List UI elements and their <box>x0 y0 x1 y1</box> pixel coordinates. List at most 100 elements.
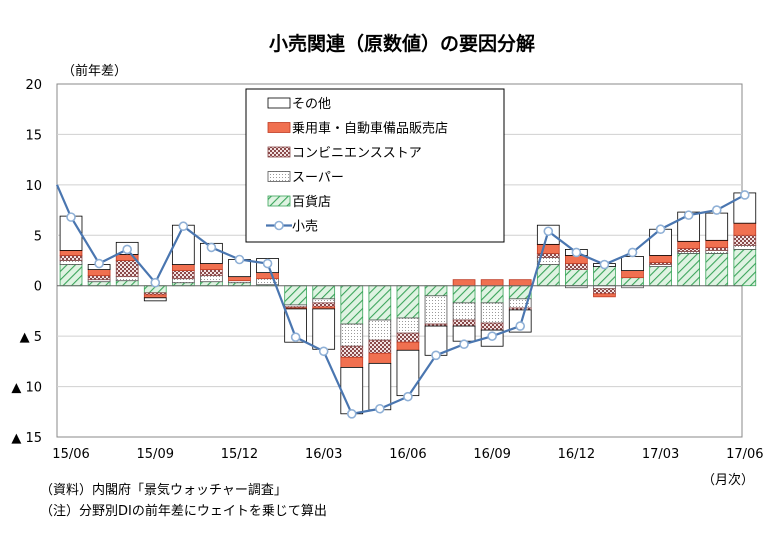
bar-department-store <box>368 285 392 321</box>
x-tick-label: 16/12 <box>558 447 595 462</box>
retail-point <box>375 403 385 414</box>
bar-department-store <box>677 253 701 287</box>
retail-point <box>515 321 526 331</box>
retail-point <box>66 212 76 222</box>
bar-auto-dealer <box>59 250 83 256</box>
x-axis-unit: （月次） <box>702 472 754 488</box>
bar-supermarket <box>200 275 223 283</box>
bar-supermarket <box>115 276 139 282</box>
bar-convenience-store <box>593 288 616 295</box>
bar-supermarket <box>340 323 364 347</box>
retail-point <box>150 277 161 288</box>
bar-auto-dealer <box>256 272 279 280</box>
bar-auto-dealer <box>480 279 504 287</box>
x-tick-label: 17/06 <box>726 447 763 462</box>
y-tick-label: ▲ 15 <box>11 431 42 446</box>
bar-department-store <box>621 277 644 287</box>
bar-auto-dealer <box>200 263 223 270</box>
bar-auto-dealer <box>508 279 532 287</box>
bar-other <box>508 309 532 333</box>
y-tick-label: 5 <box>34 229 42 244</box>
retail-point <box>459 339 469 350</box>
bar-supermarket <box>705 250 729 254</box>
bar-other <box>368 362 392 411</box>
bar-convenience-store <box>87 275 111 281</box>
source-note: （資料）内閣府「景気ウォッチャー調査」 <box>40 483 287 498</box>
retail-point <box>740 190 750 200</box>
legend-label: スーパー <box>292 171 344 186</box>
y-axis-label: （前年差） <box>62 63 127 79</box>
bar-department-store <box>115 280 139 287</box>
bar-department-store <box>705 253 729 287</box>
y-tick-label: 10 <box>25 179 42 194</box>
bar-convenience-store <box>705 246 729 251</box>
y-tick-label: ▲ 10 <box>11 381 42 396</box>
bar-auto-dealer <box>677 240 701 249</box>
bar-department-store <box>452 285 476 304</box>
legend-swatch-marker <box>274 220 284 231</box>
bar-other <box>340 367 364 415</box>
bar-other <box>396 349 420 397</box>
retail-point <box>234 254 245 265</box>
bar-auto-dealer <box>143 294 167 299</box>
bar-other <box>312 308 336 350</box>
bar-auto-dealer <box>87 269 111 277</box>
legend-label: 百貨店 <box>292 194 331 210</box>
bar-auto-dealer <box>649 255 672 263</box>
bar-department-store <box>396 285 420 319</box>
chart-title: 小売関連（原数値）の要因分解 <box>269 32 535 55</box>
legend-label: その他 <box>292 97 331 112</box>
bar-supermarket <box>733 244 757 250</box>
bar-department-store <box>87 281 111 287</box>
retail-point <box>290 332 301 342</box>
bar-department-store <box>59 264 83 287</box>
legend-swatch-convenience-store <box>267 146 291 158</box>
x-tick-label: 16/09 <box>473 447 510 462</box>
bar-department-store <box>536 264 560 287</box>
retail-line-path <box>55 184 746 416</box>
bar-auto-dealer <box>228 276 251 282</box>
bar-department-store <box>593 266 616 287</box>
bar-department-store <box>733 249 757 287</box>
retail-point <box>711 205 722 215</box>
legend-label: コンビニエンスストア <box>292 146 422 161</box>
bar-other <box>452 325 476 342</box>
legend-label: 小売 <box>292 219 318 235</box>
bar-department-store <box>649 266 672 287</box>
retail-point <box>683 210 694 220</box>
bar-convenience-store <box>396 332 420 343</box>
bar-auto-dealer <box>536 243 560 254</box>
retail-point <box>122 244 132 255</box>
bar-auto-dealer <box>621 270 644 279</box>
retail-point <box>178 221 189 232</box>
footnote: （注）分野別DIの前年差にウェイトを乗じて算出 <box>40 504 327 519</box>
retail-point <box>655 224 666 235</box>
bar-supermarket <box>59 260 83 265</box>
bar-department-store <box>565 269 588 287</box>
bar-department-store <box>312 285 336 300</box>
bar-supermarket <box>396 317 420 334</box>
bar-other <box>284 308 307 343</box>
bar-auto-dealer <box>171 264 195 271</box>
bar-auto-dealer <box>368 352 392 364</box>
bar-convenience-store <box>200 269 223 277</box>
bar-convenience-store <box>340 345 364 358</box>
x-tick-label: 16/03 <box>305 447 342 462</box>
retail-point <box>262 258 273 269</box>
retail-point <box>403 391 413 402</box>
retail-point <box>206 242 217 253</box>
bar-auto-dealer <box>733 222 757 236</box>
bar-convenience-store <box>115 260 139 278</box>
legend-box <box>245 88 505 243</box>
bar-convenience-store <box>677 247 701 252</box>
bar-convenience-store <box>565 263 588 270</box>
legend-swatch-supermarket <box>267 171 291 182</box>
retail-point <box>571 247 582 258</box>
bar-department-store <box>284 285 307 306</box>
bar-auto-dealer <box>452 279 476 287</box>
bar-other <box>143 297 167 302</box>
bar-supermarket <box>480 302 504 324</box>
x-tick-labels: 15/06 15/09 15/12 16/03 16/06 16/09 16/12 17/03… <box>52 447 763 462</box>
